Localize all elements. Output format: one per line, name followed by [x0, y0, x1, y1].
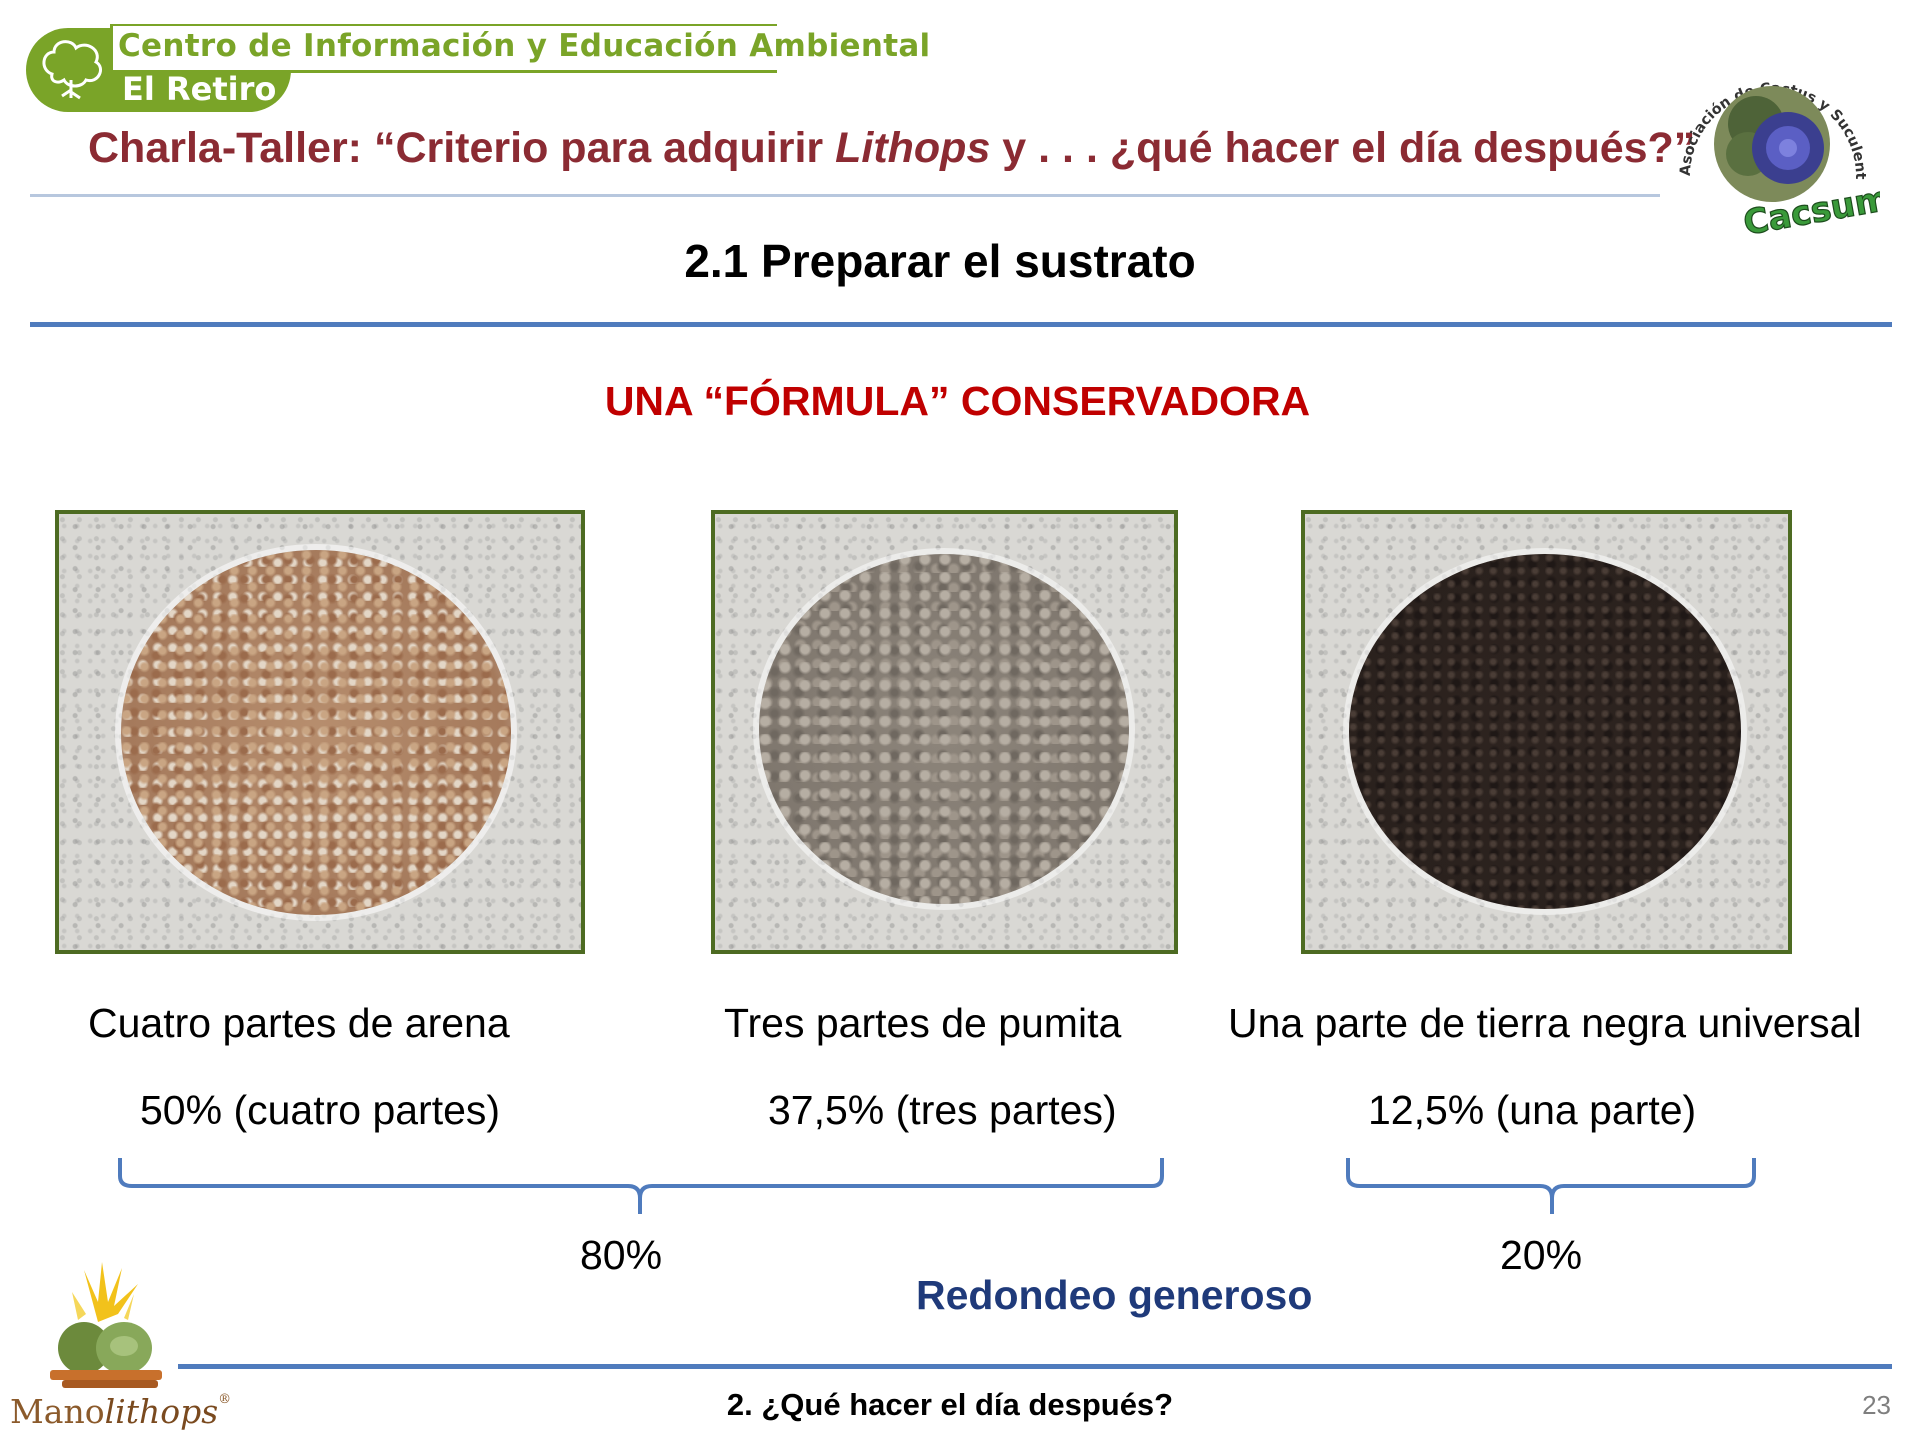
pumice-photo	[711, 510, 1178, 954]
footer-section-label: 2. ¿Qué hacer el día después?	[726, 1387, 1174, 1422]
brand-script: lithops	[104, 1392, 219, 1431]
cacsuma-logo: Asociación de Cactus y Suculentas de Mad…	[1660, 26, 1880, 244]
lithops-icon	[50, 1262, 162, 1388]
center-name: Centro de Información y Educación Ambien…	[118, 28, 931, 64]
tree-icon	[42, 40, 102, 100]
pumice-dish	[759, 554, 1129, 904]
group-percent-20: 20%	[1500, 1232, 1583, 1278]
brand-plain: Mano	[10, 1392, 105, 1431]
soil-percent: 12,5% (una parte)	[1368, 1087, 1697, 1133]
registered-mark: ®	[218, 1392, 232, 1407]
pumice-percent: 37,5% (tres partes)	[768, 1087, 1117, 1133]
center-place: El Retiro	[122, 70, 277, 108]
talk-title-end: y . . . ¿qué hacer el día después?”	[990, 124, 1696, 172]
manolithops-logo: Manolithops®	[6, 1262, 231, 1438]
soil-caption: Una parte de tierra negra universal	[1228, 1000, 1862, 1046]
sand-photo	[55, 510, 585, 954]
soil-dish	[1349, 554, 1741, 909]
section-divider	[30, 322, 1892, 327]
talk-title-start: Charla-Taller: “Criterio para adquirir	[88, 124, 836, 172]
title-divider	[30, 194, 1660, 197]
talk-title: Charla-Taller: “Criterio para adquirir L…	[88, 124, 1695, 173]
formula-title: UNA “FÓRMULA” CONSERVADORA	[604, 378, 1311, 424]
sand-caption: Cuatro partes de arena	[88, 1000, 510, 1046]
logo-frame	[110, 24, 777, 73]
rounding-note: Redondeo generoso	[916, 1272, 1313, 1318]
brace-80	[118, 1158, 1164, 1214]
brace-20	[1346, 1158, 1756, 1214]
soil-photo	[1301, 510, 1792, 954]
sand-percent: 50% (cuatro partes)	[140, 1087, 501, 1133]
manolithops-brand: Manolithops®	[10, 1392, 231, 1431]
group-percent-80: 80%	[580, 1232, 663, 1278]
grouping-braces	[118, 1158, 1756, 1214]
section-title: 2.1 Preparar el sustrato	[684, 235, 1196, 287]
cie-el-retiro-logo: Centro de Información y Educación Ambien…	[26, 24, 930, 114]
sand-dish	[121, 550, 511, 915]
pumice-caption: Tres partes de pumita	[724, 1000, 1122, 1046]
talk-title-genus: Lithops	[835, 124, 991, 172]
footer-divider	[178, 1364, 1892, 1369]
page-number: 23	[1862, 1390, 1891, 1420]
